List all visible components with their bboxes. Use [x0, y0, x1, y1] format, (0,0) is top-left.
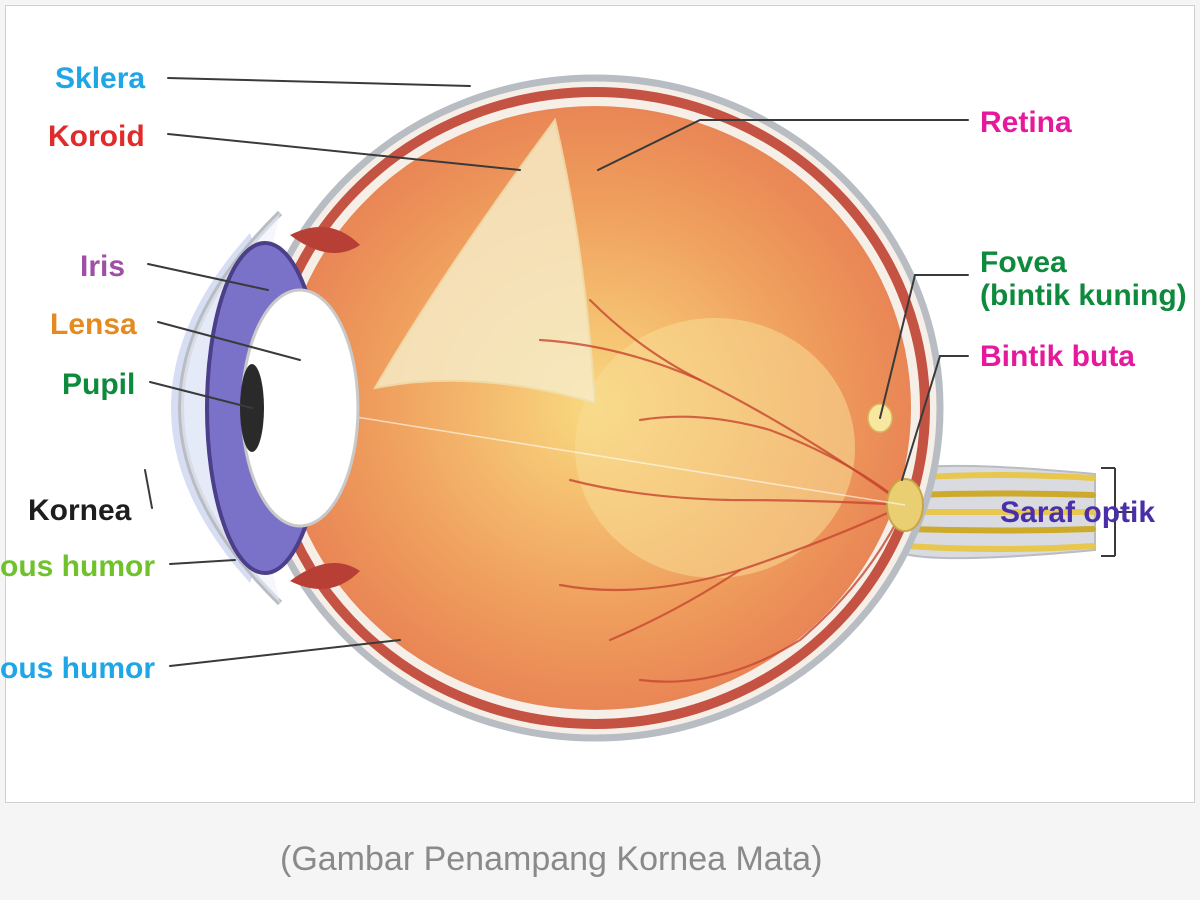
- leader-kornea: [145, 470, 152, 508]
- label-koroid: Koroid: [48, 120, 145, 153]
- leader-aqueous: [170, 560, 235, 564]
- label-sklera: Sklera: [55, 62, 145, 95]
- label-saraf_optik: Saraf optik: [1000, 496, 1155, 529]
- label-fovea: Fovea (bintik kuning): [980, 246, 1187, 312]
- label-lensa: Lensa: [50, 308, 137, 341]
- label-bintik_buta: Bintik buta: [980, 340, 1135, 373]
- label-aqueous: ous humor: [0, 550, 155, 583]
- label-iris: Iris: [80, 250, 125, 283]
- label-kornea: Kornea: [28, 494, 131, 527]
- leader-sklera: [168, 78, 470, 86]
- caption: (Gambar Penampang Kornea Mata): [280, 840, 822, 879]
- label-pupil: Pupil: [62, 368, 135, 401]
- label-vitreous: ous humor: [0, 652, 155, 685]
- label-retina: Retina: [980, 106, 1072, 139]
